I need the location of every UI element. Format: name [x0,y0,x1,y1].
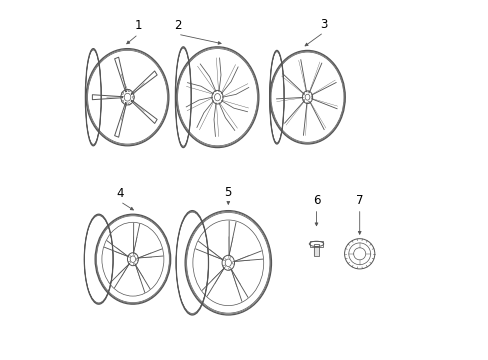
Ellipse shape [176,47,258,148]
Text: 3: 3 [319,18,327,31]
Text: 2: 2 [174,19,181,32]
Text: 6: 6 [312,194,320,207]
Text: 7: 7 [355,194,363,207]
Text: 5: 5 [224,186,231,199]
Ellipse shape [86,49,168,146]
Ellipse shape [95,214,170,304]
Text: 1: 1 [134,19,142,32]
Ellipse shape [185,211,271,315]
Ellipse shape [269,50,345,144]
Text: 4: 4 [116,187,124,200]
